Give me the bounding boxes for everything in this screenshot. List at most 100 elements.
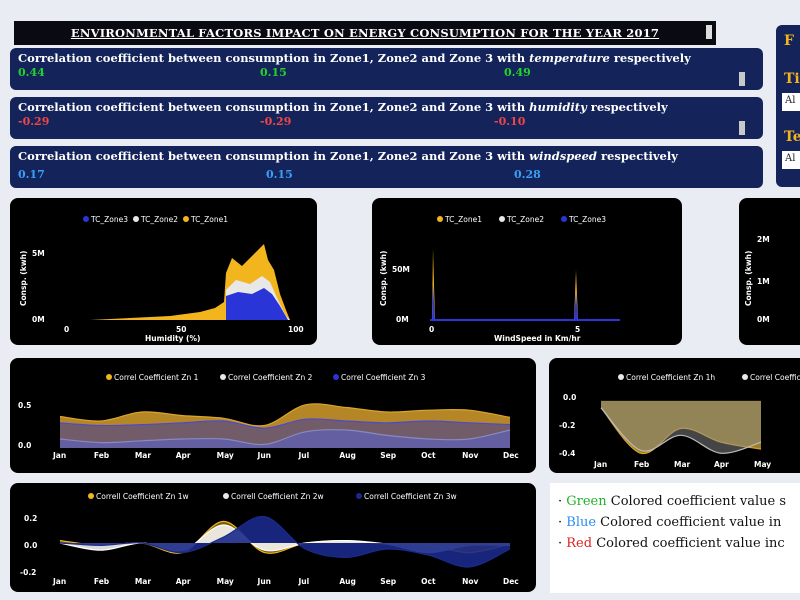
legend-zone3-marker [561,216,567,222]
x-tick-feb: Feb [94,577,110,586]
x-tick-jun: Jun [257,577,271,586]
legend-zn1w-marker [88,493,94,499]
card-heading: Correlation coefficient between consumpt… [18,149,755,163]
card-heading-suffix: respectively [586,100,668,114]
legend-zn3w-marker [356,493,362,499]
y-axis-label: Consp. (kwh) [379,251,388,306]
partial-consumption-chart: Consp. (kwh) 2M 1M 0M [739,198,800,345]
y-tick-50m: 50M [392,265,410,274]
x-tick-oct: Oct [421,451,436,460]
dashboard-title: ENVIRONMENTAL FACTORS IMPACT ON ENERGY C… [14,21,716,45]
x-tick-may: May [217,451,234,460]
card-factor: humidity [529,100,587,114]
zone3-coefficient: -0.10 [494,115,526,128]
dashboard-title-text: ENVIRONMENTAL FACTORS IMPACT ON ENERGY C… [70,26,660,40]
y-axis-label: Consp. (kwh) [19,251,28,306]
legend-zn2h-marker [742,374,748,380]
card-scrollbar[interactable] [739,121,745,135]
legend-zn2h-label: Correl Coefficient Zn 2h [750,373,800,382]
partial-chart-svg: Consp. (kwh) 2M 1M 0M [744,235,770,324]
humidity-consumption-chart: TC_Zone3 TC_Zone2 TC_Zone1 Consp. (kwh) … [10,198,317,345]
note-green-text: Colored coefficient value s [606,494,787,509]
x-tick-0: 0 [64,325,69,334]
x-tick-sep: Sep [380,577,396,586]
legend-zone1-label: TC_Zone1 [190,215,228,224]
x-tick-aug: Aug [339,577,356,586]
series-line-3 [59,418,511,429]
x-tick-sep: Sep [380,451,396,460]
x-tick-feb: Feb [634,460,650,469]
note-blue-word: Blue [566,515,597,530]
legend-zn3-marker [333,374,339,380]
windspeed-chart-svg2: Correll Coefficient Zn 1w Correll Coeffi… [20,492,519,586]
zone1-coefficient: 0.44 [18,66,45,79]
title-scrollbar[interactable] [706,25,712,39]
x-tick-mar: Mar [674,460,691,469]
temperature-select[interactable]: Al [782,151,800,169]
y-tick-2m: 2M [757,235,770,244]
x-tick-100: 100 [288,325,304,334]
card-heading-prefix: Correlation coefficient between consumpt… [18,100,530,114]
time-select[interactable]: Al [782,93,800,111]
filter-label-temp: Te [784,129,800,145]
series-line-3 [59,515,511,568]
legend-zone3-marker [83,216,89,222]
x-tick-mar: Mar [135,577,152,586]
humidity-chart-svg2: Correl Coefficient Zn 1h Correl Coeffici… [559,373,800,469]
coefficient-values: 0.17 0.15 0.28 [18,167,755,183]
x-tick-aug: Aug [339,451,356,460]
legend-zn2w-label: Correll Coefficient Zn 2w [231,492,324,501]
y-tick-0-5: 0.5 [18,401,31,410]
card-heading: Correlation coefficient between consumpt… [18,100,755,114]
x-tick-50: 50 [176,325,186,334]
legend-zn2w-marker [223,493,229,499]
note-red: · Red Colored coefficient value inc [558,536,785,551]
series-line-1 [59,403,511,427]
zone3-coefficient: 0.49 [504,66,531,79]
x-tick-nov: Nov [462,451,478,460]
series-area-3 [60,418,510,448]
legend-zn3w-label: Correll Coefficient Zn 3w [364,492,457,501]
month-ticks: Jan Feb Mar Apr May Jun Jul Aug Sep Oct Nov Dec [52,451,519,460]
card-heading-prefix: Correlation coefficient between consumpt… [18,51,530,65]
filter-heading: F [784,33,794,49]
card-scrollbar[interactable] [739,72,745,86]
legend-zn1h-marker [618,374,624,380]
legend-zone1-label: TC_Zone1 [444,215,482,224]
month-ticks: Jan Feb Mar Apr May [593,460,771,469]
legend-zn1-label: Correl Coefficient Zn 1 [114,373,199,382]
x-tick-jan: Jan [52,577,66,586]
card-factor: temperature [529,51,610,65]
y-tick-0m: 0M [396,315,409,324]
card-factor: windspeed [529,149,597,163]
x-tick-feb: Feb [94,451,110,460]
humidity-monthly-correlation-chart: Correl Coefficient Zn 1h Correl Coeffici… [549,358,800,473]
zone2-coefficient: 0.15 [266,168,293,181]
series-line-2 [600,407,762,454]
filter-panel: F Ti Al Te Al [776,25,800,187]
x-tick-oct: Oct [421,577,436,586]
zone2-coefficient: -0.29 [260,115,292,128]
zone2-coefficient: 0.15 [260,66,287,79]
temperature-plot [59,403,511,448]
legend-zone3-label: TC_Zone3 [90,215,128,224]
zone1-coefficient: -0.29 [18,115,50,128]
x-tick-5: 5 [575,325,580,334]
series-area-2 [601,400,761,454]
card-heading-prefix: Correlation coefficient between consumpt… [18,149,530,163]
temperature-monthly-correlation-chart: Correl Coefficient Zn 1 Correl Coefficie… [10,358,536,473]
x-axis-label: WindSpeed in Km/hr [494,334,581,343]
note-red-text: Colored coefficient value inc [592,536,785,551]
y-tick-0-2: 0.2 [24,514,37,523]
y-tick-1m: 1M [757,277,770,286]
zone3-area [226,288,288,320]
y-tick-neg-0-4: -0.4 [559,449,575,458]
card-heading-suffix: respectively [609,51,691,65]
windspeed-consumption-chart: TC_Zone1 TC_Zone2 TC_Zone3 Consp. (kwh) … [372,198,682,345]
humidity-plot [600,400,762,454]
card-heading: Correlation coefficient between consumpt… [18,51,755,65]
humidity-chart-svg: TC_Zone3 TC_Zone2 TC_Zone1 Consp. (kwh) … [19,215,304,343]
temperature-correlation-card: Correlation coefficient between consumpt… [10,48,763,90]
card-heading-suffix: respectively [596,149,678,163]
x-tick-jan: Jan [52,451,66,460]
